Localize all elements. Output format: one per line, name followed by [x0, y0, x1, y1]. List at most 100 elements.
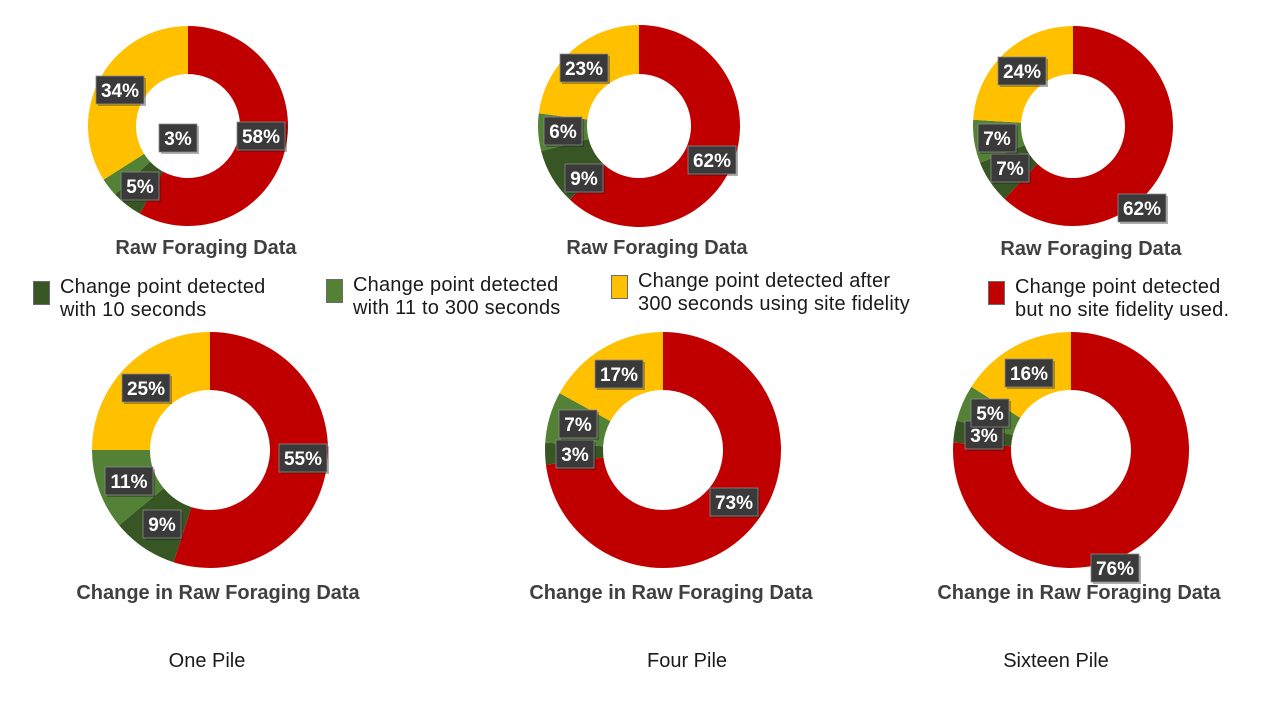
chart-title: Change in Raw Foraging Data	[76, 582, 360, 604]
data-label-box	[1090, 553, 1140, 583]
data-label-text: 11%	[111, 472, 148, 493]
data-label-text: 5%	[976, 404, 1004, 425]
donut-slice-no-site-fidelity	[1004, 26, 1173, 226]
data-label: 5%	[970, 398, 1011, 429]
data-label-box	[95, 75, 145, 105]
data-label-box	[543, 116, 583, 146]
legend-label: Change point detected with 11 to 300 sec…	[353, 274, 561, 319]
legend-label: Change point detected but no site fideli…	[1015, 276, 1230, 321]
data-label-text: 7%	[996, 159, 1024, 180]
data-label-box	[120, 171, 160, 201]
data-label-text: 7%	[983, 129, 1011, 150]
legend-label: Change point detected with 10 seconds	[60, 276, 266, 321]
data-label-text: 62%	[693, 151, 731, 172]
donut-slice-no-site-fidelity	[139, 26, 288, 227]
data-label-text: 17%	[600, 365, 638, 386]
data-label-box	[997, 56, 1047, 86]
legend-swatch-within-10-seconds	[33, 281, 50, 305]
data-label: 16%	[1004, 358, 1055, 389]
data-label: 34%	[95, 75, 146, 106]
data-label-text: 58%	[242, 127, 280, 148]
legend-label: Change point detected after 300 seconds …	[638, 270, 910, 315]
data-label-box	[594, 359, 644, 389]
data-label-text: 73%	[715, 493, 753, 514]
data-label: 9%	[564, 163, 605, 194]
data-label-text: 24%	[1003, 62, 1041, 83]
data-label-text: 76%	[1096, 559, 1134, 580]
donut-slice-no-site-fidelity	[173, 332, 328, 568]
data-label-text: 34%	[101, 81, 139, 102]
donut-chart-1: 58% 5% 3% 34% Raw Foraging Data	[87, 26, 297, 259]
data-label-box	[236, 121, 286, 151]
data-label-text: 9%	[148, 515, 176, 536]
donut-chart-5: 73% 3% 7% 17% Change in Raw Foraging Data	[529, 332, 814, 604]
donut-slice-no-site-fidelity	[569, 25, 740, 228]
data-label-box	[558, 409, 598, 439]
data-label: 17%	[594, 359, 645, 390]
data-label: 58%	[236, 121, 287, 152]
data-label-text: 9%	[570, 169, 598, 190]
data-label: 23%	[559, 53, 610, 84]
data-label-box	[709, 487, 759, 517]
data-label-box	[970, 398, 1010, 428]
data-label: 76%	[1090, 553, 1141, 584]
legend-item-within-10-seconds: Change point detected with 10 seconds	[33, 276, 265, 322]
data-label-box	[977, 123, 1017, 153]
donut-slice-no-site-fidelity	[953, 332, 1189, 568]
data-label: 25%	[121, 373, 172, 404]
data-label-box	[559, 53, 609, 83]
chart-title: Raw Foraging Data	[1000, 238, 1182, 260]
data-label-text: 23%	[565, 59, 603, 80]
data-label: 3%	[158, 123, 199, 154]
data-label-text: 3%	[970, 426, 998, 447]
data-label-text: 6%	[549, 122, 577, 143]
group-label-one-pile: One Pile	[168, 650, 246, 672]
data-label-text: 3%	[561, 445, 589, 466]
data-label-box	[121, 373, 171, 403]
chart-title: Change in Raw Foraging Data	[529, 582, 813, 604]
data-label-text: 55%	[284, 449, 322, 470]
donut-chart-3: 62% 7% 7% 24% Raw Foraging Data	[972, 26, 1182, 260]
data-label-text: 7%	[564, 415, 592, 436]
data-label: 5%	[120, 171, 161, 202]
data-label-box	[1004, 358, 1054, 388]
legend-swatch-no-site-fidelity	[988, 281, 1005, 305]
chart-title: Raw Foraging Data	[566, 237, 748, 259]
donut-chart-6: 76% 3%5% 16% Change in Raw Foraging Data	[937, 332, 1222, 604]
data-label: 62%	[687, 145, 738, 176]
legend-swatch-after-300-seconds	[611, 275, 628, 299]
donut-chart-4: 55% 9% 11% 25% Change in Raw Foraging Data	[76, 332, 361, 604]
legend-item-after-300-seconds: Change point detected after 300 seconds …	[611, 270, 910, 316]
data-label-text: 25%	[127, 379, 165, 400]
data-label-box	[990, 153, 1030, 183]
data-label: 7%	[558, 409, 599, 440]
data-label: 24%	[997, 56, 1048, 87]
chart-title: Change in Raw Foraging Data	[937, 582, 1221, 604]
data-label-box	[142, 509, 182, 539]
data-label-text: 5%	[126, 177, 154, 198]
data-label-box	[278, 443, 328, 473]
donut-chart-2: 62% 9% 6% 23% Raw Foraging Data	[537, 25, 748, 259]
data-label: 11%	[104, 466, 155, 497]
data-label-box	[687, 145, 737, 175]
data-label: 6%	[543, 116, 584, 147]
data-label-box	[158, 123, 198, 153]
legend-item-no-site-fidelity: Change point detected but no site fideli…	[988, 276, 1229, 322]
data-label: 73%	[709, 487, 760, 518]
data-label: 3%	[555, 439, 596, 470]
data-label-box	[555, 439, 595, 469]
group-label-sixteen-pile: Sixteen Pile	[1003, 650, 1109, 672]
data-label: 62%	[1117, 193, 1168, 224]
data-label-text: 16%	[1010, 364, 1048, 385]
data-label-box	[1117, 193, 1167, 223]
data-label: 7%	[977, 123, 1018, 154]
data-label: 55%	[278, 443, 329, 474]
data-label: 9%	[142, 509, 183, 540]
data-label-box	[104, 466, 154, 496]
legend-swatch-11-to-300-seconds	[326, 279, 343, 303]
data-label-text: 3%	[164, 129, 192, 150]
data-label-text: 62%	[1123, 199, 1161, 220]
chart-title: Raw Foraging Data	[115, 237, 297, 259]
group-label-four-pile: Four Pile	[646, 650, 728, 672]
